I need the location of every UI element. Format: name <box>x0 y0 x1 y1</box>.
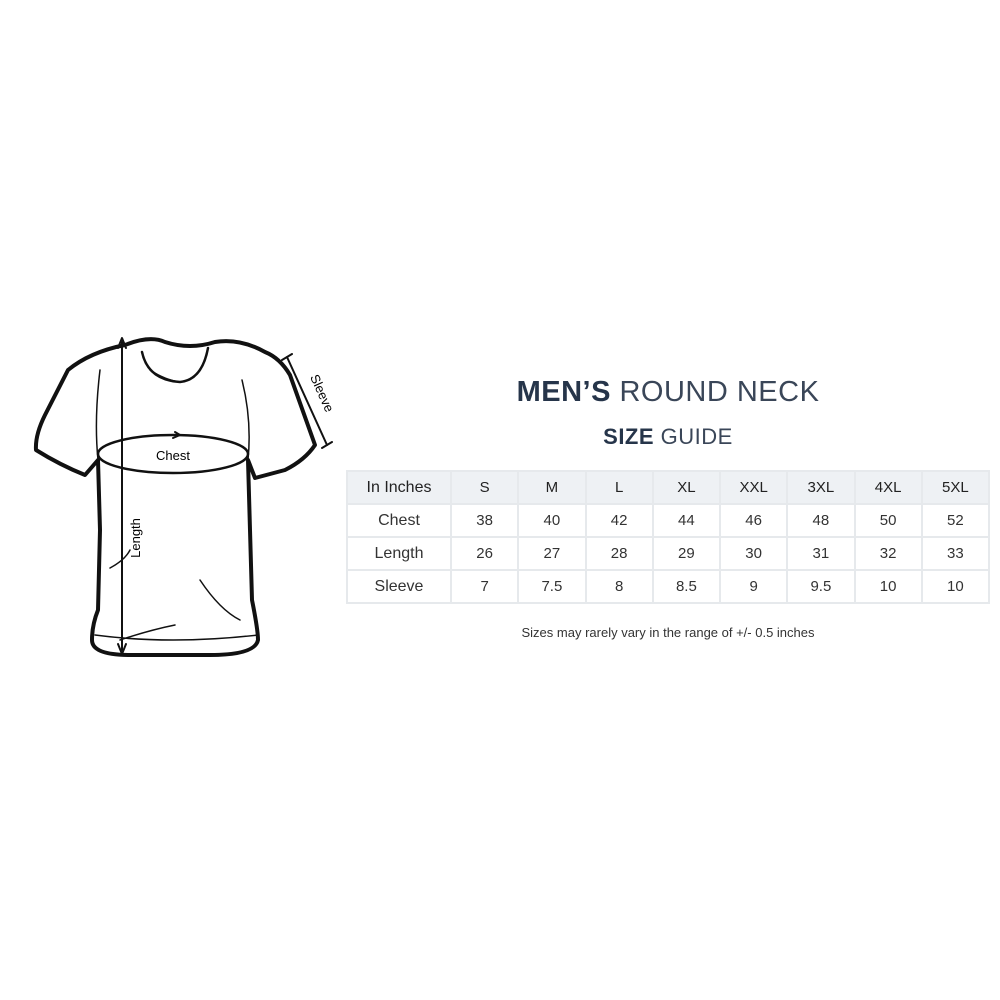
column-header: XXL <box>718 470 789 505</box>
subtitle-bold: SIZE <box>603 424 655 449</box>
length-label: Length <box>128 518 143 558</box>
column-header: M <box>517 470 587 505</box>
table-cell: 9.5 <box>786 569 856 604</box>
subtitle-light: GUIDE <box>660 424 733 449</box>
table-cell: 44 <box>651 503 722 538</box>
table-cell: 8.5 <box>651 569 722 604</box>
table-cell: 33 <box>920 536 991 571</box>
column-header: L <box>584 470 654 505</box>
size-table: In Inches S M L XL XXL 3XL 4XL 5XL Chest 38 40 42 44… <box>346 470 991 604</box>
table-cell: 28 <box>584 536 654 571</box>
table-cell: 38 <box>449 503 520 538</box>
table-cell: 8 <box>584 569 654 604</box>
sleeve-label: Sleeve <box>307 372 337 414</box>
row-label: Length <box>346 536 452 571</box>
table-cell: 30 <box>718 536 789 571</box>
table-cell: 31 <box>786 536 856 571</box>
shirt-outline <box>33 337 317 657</box>
table-cell: 26 <box>449 536 520 571</box>
table-row: Sleeve 7 7.5 8 8.5 9 9.5 10 10 <box>346 569 991 604</box>
table-cell: 40 <box>517 503 587 538</box>
table-cell: 9 <box>718 569 789 604</box>
sleeve-measure-line <box>286 356 328 446</box>
column-header: 4XL <box>853 470 923 505</box>
table-cell: 52 <box>920 503 991 538</box>
table-cell: 27 <box>517 536 587 571</box>
column-header: XL <box>651 470 722 505</box>
page-subtitle: SIZE GUIDE <box>346 424 990 450</box>
table-cell: 50 <box>853 503 923 538</box>
table-cell: 7.5 <box>517 569 587 604</box>
table-cell: 48 <box>786 503 856 538</box>
table-cell: 46 <box>718 503 789 538</box>
column-header: 5XL <box>920 470 991 505</box>
tshirt-diagram: Chest Length Sleeve <box>33 337 337 657</box>
title-light: ROUND NECK <box>619 376 820 408</box>
column-header: 3XL <box>786 470 856 505</box>
title-bold: MEN’S <box>516 376 611 408</box>
row-label: Sleeve <box>346 569 452 604</box>
table-cell: 42 <box>584 503 654 538</box>
column-header: S <box>449 470 520 505</box>
table-row: Chest 38 40 42 44 46 48 50 52 <box>346 503 991 538</box>
table-cell: 7 <box>449 569 520 604</box>
chest-measure-ellipse <box>96 433 250 475</box>
column-header: In Inches <box>346 470 452 505</box>
size-variance-note: Sizes may rarely vary in the range of +/… <box>521 625 815 640</box>
table-cell: 29 <box>651 536 722 571</box>
table-header-row: In Inches S M L XL XXL 3XL 4XL 5XL <box>346 470 991 505</box>
table-cell: 32 <box>853 536 923 571</box>
table-row: Length 26 27 28 29 30 31 32 33 <box>346 536 991 571</box>
row-label: Chest <box>346 503 452 538</box>
table-cell: 10 <box>920 569 991 604</box>
page-title: MEN’S ROUND NECK <box>346 376 990 409</box>
table-cell: 10 <box>853 569 923 604</box>
chest-label: Chest <box>156 448 190 463</box>
